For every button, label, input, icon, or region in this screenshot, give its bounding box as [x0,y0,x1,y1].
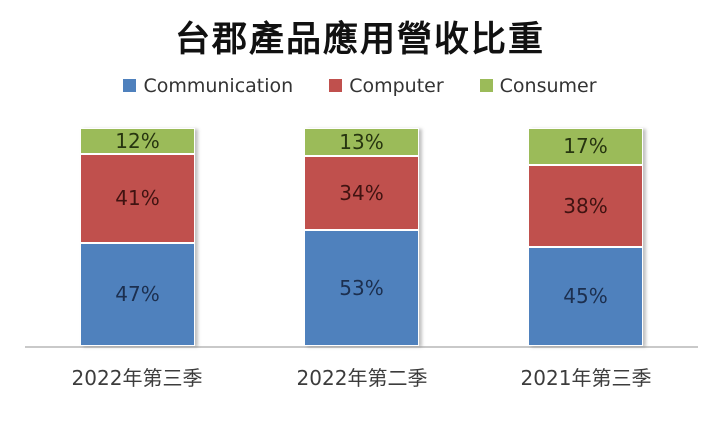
data-label: 12% [115,128,160,153]
stacked-bar: 12% 41% 47% [80,127,195,346]
bar-segment-communication: 53% [304,229,419,346]
legend-item-communication: Communication [123,75,293,97]
data-label: 45% [563,284,608,309]
bar-segment-consumer: 12% [80,127,195,154]
x-axis-line [25,345,698,348]
bar-segment-computer: 38% [528,164,643,248]
bar-segment-communication: 47% [80,243,195,346]
legend-item-computer: Computer [329,74,444,97]
plot-area: 12% 41% 47% 13% 34% 53% 17% 38% 45% [0,127,720,348]
bar-segment-consumer: 17% [528,127,643,165]
legend-swatch-icon [329,79,343,92]
bar-segment-consumer: 13% [304,127,419,156]
legend-label: Communication [143,74,294,97]
legend-swatch-icon [123,79,137,92]
data-label: 47% [115,282,160,307]
x-axis-labels: 2022年第三季 2022年第二季 2021年第三季 [0,354,720,398]
bar-segment-computer: 41% [80,153,195,244]
legend-item-consumer: Consumer [479,74,597,97]
bar-segment-communication: 45% [528,247,643,346]
legend-label: Computer [349,74,444,97]
chart-title: 台郡產品應用營收比重 [174,20,545,60]
legend-swatch-icon [479,79,493,92]
stacked-bar: 13% 34% 53% [304,127,419,346]
data-label: 38% [563,193,608,218]
data-label: 17% [563,134,608,159]
chart-legend: Communication Computer Consumer [0,74,720,98]
bar-segment-computer: 34% [304,155,419,230]
data-label: 53% [339,275,384,300]
data-label: 13% [339,129,384,154]
legend-label: Consumer [499,74,597,97]
x-axis-label: 2022年第三季 [71,365,203,390]
stacked-bar: 17% 38% 45% [528,127,643,346]
x-axis-label: 2022年第二季 [296,365,428,390]
data-label: 41% [115,186,160,211]
x-axis-label: 2021年第三季 [520,365,652,390]
data-label: 34% [339,180,384,205]
